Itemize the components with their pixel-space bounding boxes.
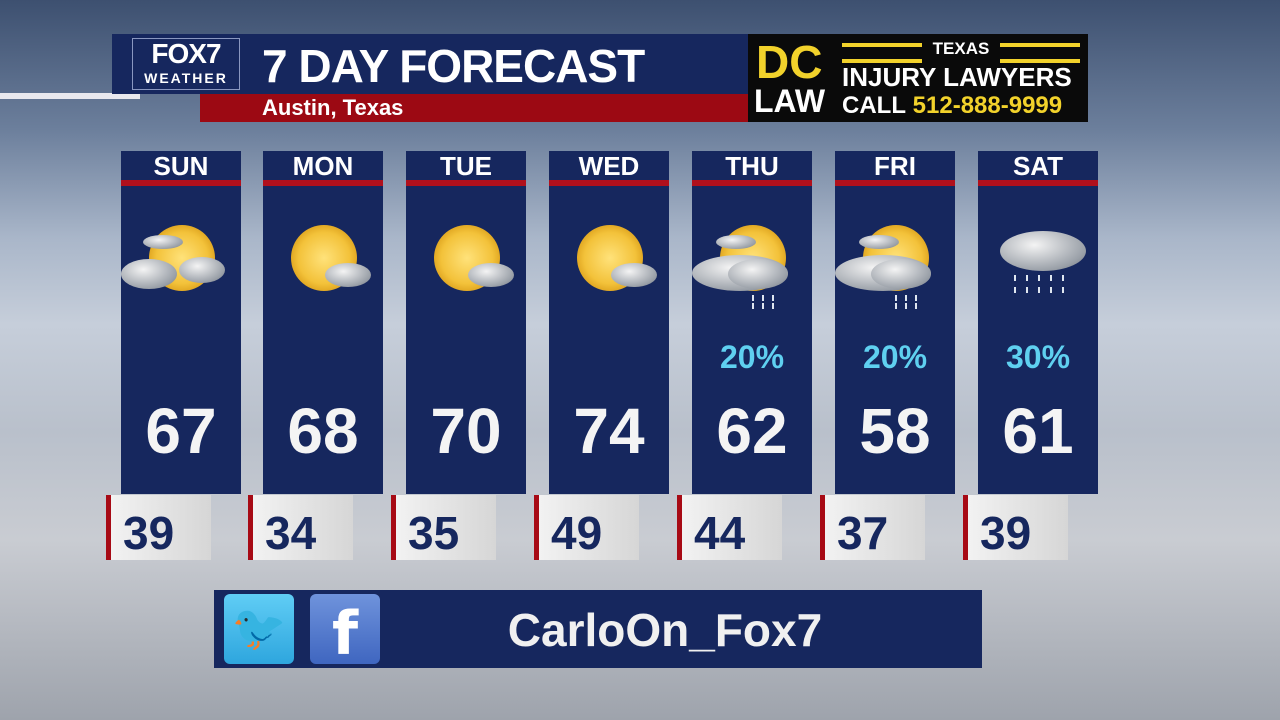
partly-cloudy-icon — [121, 221, 241, 301]
low-temp: 35 — [391, 495, 496, 560]
precip-chance: 30% — [1005, 339, 1071, 375]
day-label: TUE — [406, 151, 526, 186]
day-column: MON 68 — [263, 151, 383, 494]
partly-cloudy-showers-icon — [692, 221, 812, 309]
high-temp: 62 — [716, 395, 788, 467]
day-label: MON — [263, 151, 383, 186]
day-label: SUN — [121, 151, 241, 186]
high-temp: 67 — [145, 395, 217, 467]
day-column: THU 20% 62 — [692, 151, 812, 494]
mostly-sunny-icon — [549, 221, 669, 301]
location-label: Austin, Texas — [200, 94, 748, 122]
low-temp: 44 — [677, 495, 782, 560]
ad-law: LAW — [754, 83, 826, 119]
precip-chance: 20% — [719, 339, 785, 375]
title-bar — [112, 34, 748, 94]
logo-text: FOX7 — [151, 38, 221, 69]
logo-subtext: WEATHER — [144, 70, 228, 86]
low-temp: 39 — [963, 495, 1068, 560]
day-label: THU — [692, 151, 812, 186]
fox7-weather-logo: FOX7 WEATHER — [132, 38, 240, 90]
facebook-icon: f — [310, 594, 380, 669]
ad-phone: 512-888-9999 — [912, 92, 1063, 119]
precip-chance: 20% — [862, 339, 928, 375]
day-column: WED 74 — [549, 151, 669, 494]
mostly-sunny-icon — [406, 221, 526, 301]
low-temp: 39 — [106, 495, 211, 560]
ad-tagline: INJURY LAWYERS — [842, 62, 1072, 92]
twitter-icon: 🐦 — [224, 594, 294, 664]
sponsor-ad: DC LAW TEXAS INJURY LAWYERS CALL 512-888… — [748, 34, 1088, 122]
low-temp: 49 — [534, 495, 639, 560]
day-label: FRI — [835, 151, 955, 186]
low-temp: 34 — [248, 495, 353, 560]
page-title: 7 DAY FORECAST — [262, 40, 645, 92]
cloudy-rain-icon — [978, 221, 1098, 301]
low-temp: 37 — [820, 495, 925, 560]
day-column: TUE 70 — [406, 151, 526, 494]
ad-call: CALL 512-888-9999 — [842, 92, 1062, 120]
day-column: SAT 30% 61 — [978, 151, 1098, 494]
high-temp: 70 — [430, 395, 502, 467]
decorative-line — [0, 93, 140, 99]
day-column: FRI 20% 58 — [835, 151, 955, 494]
high-temp: 74 — [573, 395, 645, 467]
high-temp: 58 — [859, 395, 931, 467]
mostly-sunny-icon — [263, 221, 383, 301]
high-temp: 68 — [287, 395, 359, 467]
partly-cloudy-showers-icon — [835, 221, 955, 309]
day-label: WED — [549, 151, 669, 186]
day-label: SAT — [978, 151, 1098, 186]
ad-call-label: CALL — [842, 92, 906, 119]
ad-state: TEXAS — [842, 40, 1080, 63]
social-handle: CarloOn_Fox7 — [507, 604, 823, 656]
day-column: SUN 67 — [121, 151, 241, 494]
ad-dc: DC — [756, 36, 823, 88]
high-temp: 61 — [1002, 395, 1074, 467]
